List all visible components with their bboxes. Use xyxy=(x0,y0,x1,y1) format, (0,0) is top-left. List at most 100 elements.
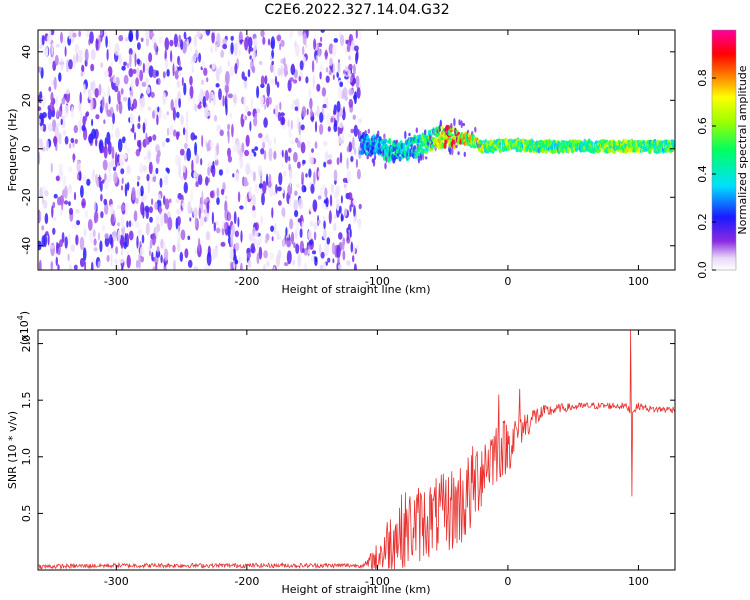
spectrogram-noise-cell xyxy=(286,240,292,248)
spectrogram-noise-cell xyxy=(128,48,133,56)
spectrogram-noise-cell xyxy=(178,34,182,43)
spectrogram-noise-cell xyxy=(76,220,81,226)
spectrogram-noise-cell xyxy=(101,96,105,110)
spectrogram-noise-cell xyxy=(302,159,306,165)
spectrogram-noise-cell xyxy=(94,88,99,98)
spectrogram-noise-cell xyxy=(194,248,198,255)
spectrogram-noise-cell xyxy=(165,138,170,143)
spectrogram-noise-cell xyxy=(234,42,238,57)
spectrogram-noise-cell xyxy=(350,156,354,162)
spectrogram-noise-cell xyxy=(166,127,170,136)
spectrogram-noise-cell xyxy=(296,183,300,188)
spectrogram-noise-cell xyxy=(291,30,294,37)
spectrogram-noise-cell xyxy=(132,98,138,110)
spectrogram-noise-cell xyxy=(145,222,150,236)
spectrogram-noise-cell xyxy=(195,181,199,188)
spectrogram-noise-cell xyxy=(56,122,61,128)
spectrogram-noise-cell xyxy=(244,149,250,157)
spectrogram-noise-cell xyxy=(344,184,347,195)
spectrogram-noise-cell xyxy=(280,116,285,126)
spectrogram-noise-cell xyxy=(288,197,292,207)
spectrogram-noise-cell xyxy=(101,224,106,232)
spectrogram-noise-cell xyxy=(353,124,358,137)
spectrogram-noise-cell xyxy=(81,64,85,73)
spectrogram-noise-cell xyxy=(95,137,98,147)
spectrogram-noise-cell xyxy=(278,200,282,206)
spectrogram-noise-cell xyxy=(158,205,162,215)
spectrogram-noise-cell xyxy=(339,34,345,47)
spectrogram-noise-cell xyxy=(125,201,129,216)
spectrogram-noise-cell xyxy=(188,95,191,102)
spectrogram-noise-cell xyxy=(139,84,142,93)
spectrogram-noise-cell xyxy=(324,150,329,162)
spectrogram-signal-cell xyxy=(425,147,429,152)
snr-y-ticks: 0.5 1.0 1.5 2.0 xyxy=(20,335,675,522)
spectrogram-noise-cell xyxy=(110,253,113,267)
spectrogram-noise-cell xyxy=(352,63,356,76)
spectrogram-noise-cell xyxy=(106,254,110,263)
spectrogram-noise-cell xyxy=(323,97,327,105)
spectrogram-noise-cell xyxy=(230,35,234,41)
spectrogram-noise-cell xyxy=(277,186,282,192)
spectrogram-noise-cell xyxy=(62,175,67,190)
spectrogram-noise-cell xyxy=(155,167,159,175)
spectrogram-noise-cell xyxy=(317,219,321,224)
spectrogram-noise-cell xyxy=(297,30,303,37)
spectrogram-frame xyxy=(37,29,676,271)
spectrogram-noise-cell xyxy=(211,248,217,260)
spectrogram-noise-cell xyxy=(64,104,69,118)
spectrogram-noise-cell xyxy=(151,170,156,177)
spectrogram-noise-cell xyxy=(173,33,178,48)
spectrogram-noise-cell xyxy=(258,132,263,139)
spectrogram-noise-cell xyxy=(183,31,187,40)
spectrogram-noise-cell xyxy=(179,251,183,262)
spectrogram-noise-cell xyxy=(301,106,307,118)
spectrogram-noise-cell xyxy=(282,187,285,194)
spectrogram-noise-cell xyxy=(148,65,154,78)
spectrogram-noise-cell xyxy=(227,123,231,131)
spectrogram-noise-cell xyxy=(104,236,110,248)
spectrogram-noise-cell xyxy=(354,147,357,155)
spectrogram-noise-cell xyxy=(63,200,69,205)
spectrogram-noise-cell xyxy=(135,77,140,87)
spectrogram-halo-cell xyxy=(462,122,465,127)
spectrogram-noise-cell xyxy=(190,188,194,203)
spectrogram-noise-cell xyxy=(222,38,228,45)
spectrogram-noise-cell xyxy=(271,207,274,219)
spectrogram-noise-cell xyxy=(110,213,115,226)
spectrogram-noise-cell xyxy=(43,233,48,247)
spectrogram-noise-cell xyxy=(63,37,66,49)
spectrogram-noise-cell xyxy=(289,176,292,188)
spectrogram-noise-cell xyxy=(346,170,352,184)
spectrogram-noise-cell xyxy=(329,57,333,67)
spectrogram-noise-cell xyxy=(348,192,353,201)
spectrogram-noise-cell xyxy=(71,224,76,229)
spectrogram-noise-cell xyxy=(229,112,232,119)
spectrogram-noise-cell xyxy=(307,230,312,240)
spectrogram-noise-cell xyxy=(266,97,270,108)
spectrogram-noise-cell xyxy=(201,134,204,148)
spectrogram-noise-cell xyxy=(202,95,206,108)
spectrogram-noise-cell xyxy=(72,32,77,38)
spectrogram-noise-cell xyxy=(167,216,173,231)
spectrogram-noise-cell xyxy=(270,55,272,61)
spectrogram-noise-cell xyxy=(296,140,301,148)
spectrogram-noise-cell xyxy=(113,171,118,184)
spectrogram-noise-cell xyxy=(126,220,129,228)
snr-y-multiplier-base: (x10 xyxy=(18,320,31,345)
spectrogram-noise-cell xyxy=(281,149,284,158)
spectrogram-noise-cell xyxy=(184,248,189,259)
spectrogram-noise-cell xyxy=(52,227,56,235)
spectrogram-noise-cell xyxy=(137,122,141,130)
spectrogram-noise-cell xyxy=(345,39,350,45)
spectrogram-noise-cell xyxy=(156,246,160,253)
spectrogram-halo-cell xyxy=(408,132,411,137)
spectrogram-halo-cell xyxy=(424,129,427,135)
spectrogram-noise-cell xyxy=(317,170,321,178)
spectrogram-noise-cell xyxy=(136,181,140,187)
snr-y-axis-title: SNR (10 * v/v) xyxy=(6,411,19,489)
spectrogram-noise-cell xyxy=(180,114,184,126)
spectrogram-noise-cell xyxy=(260,215,264,226)
spectrogram-noise-cell xyxy=(313,171,316,186)
spectrogram-x-tick-label: 0 xyxy=(504,275,511,288)
